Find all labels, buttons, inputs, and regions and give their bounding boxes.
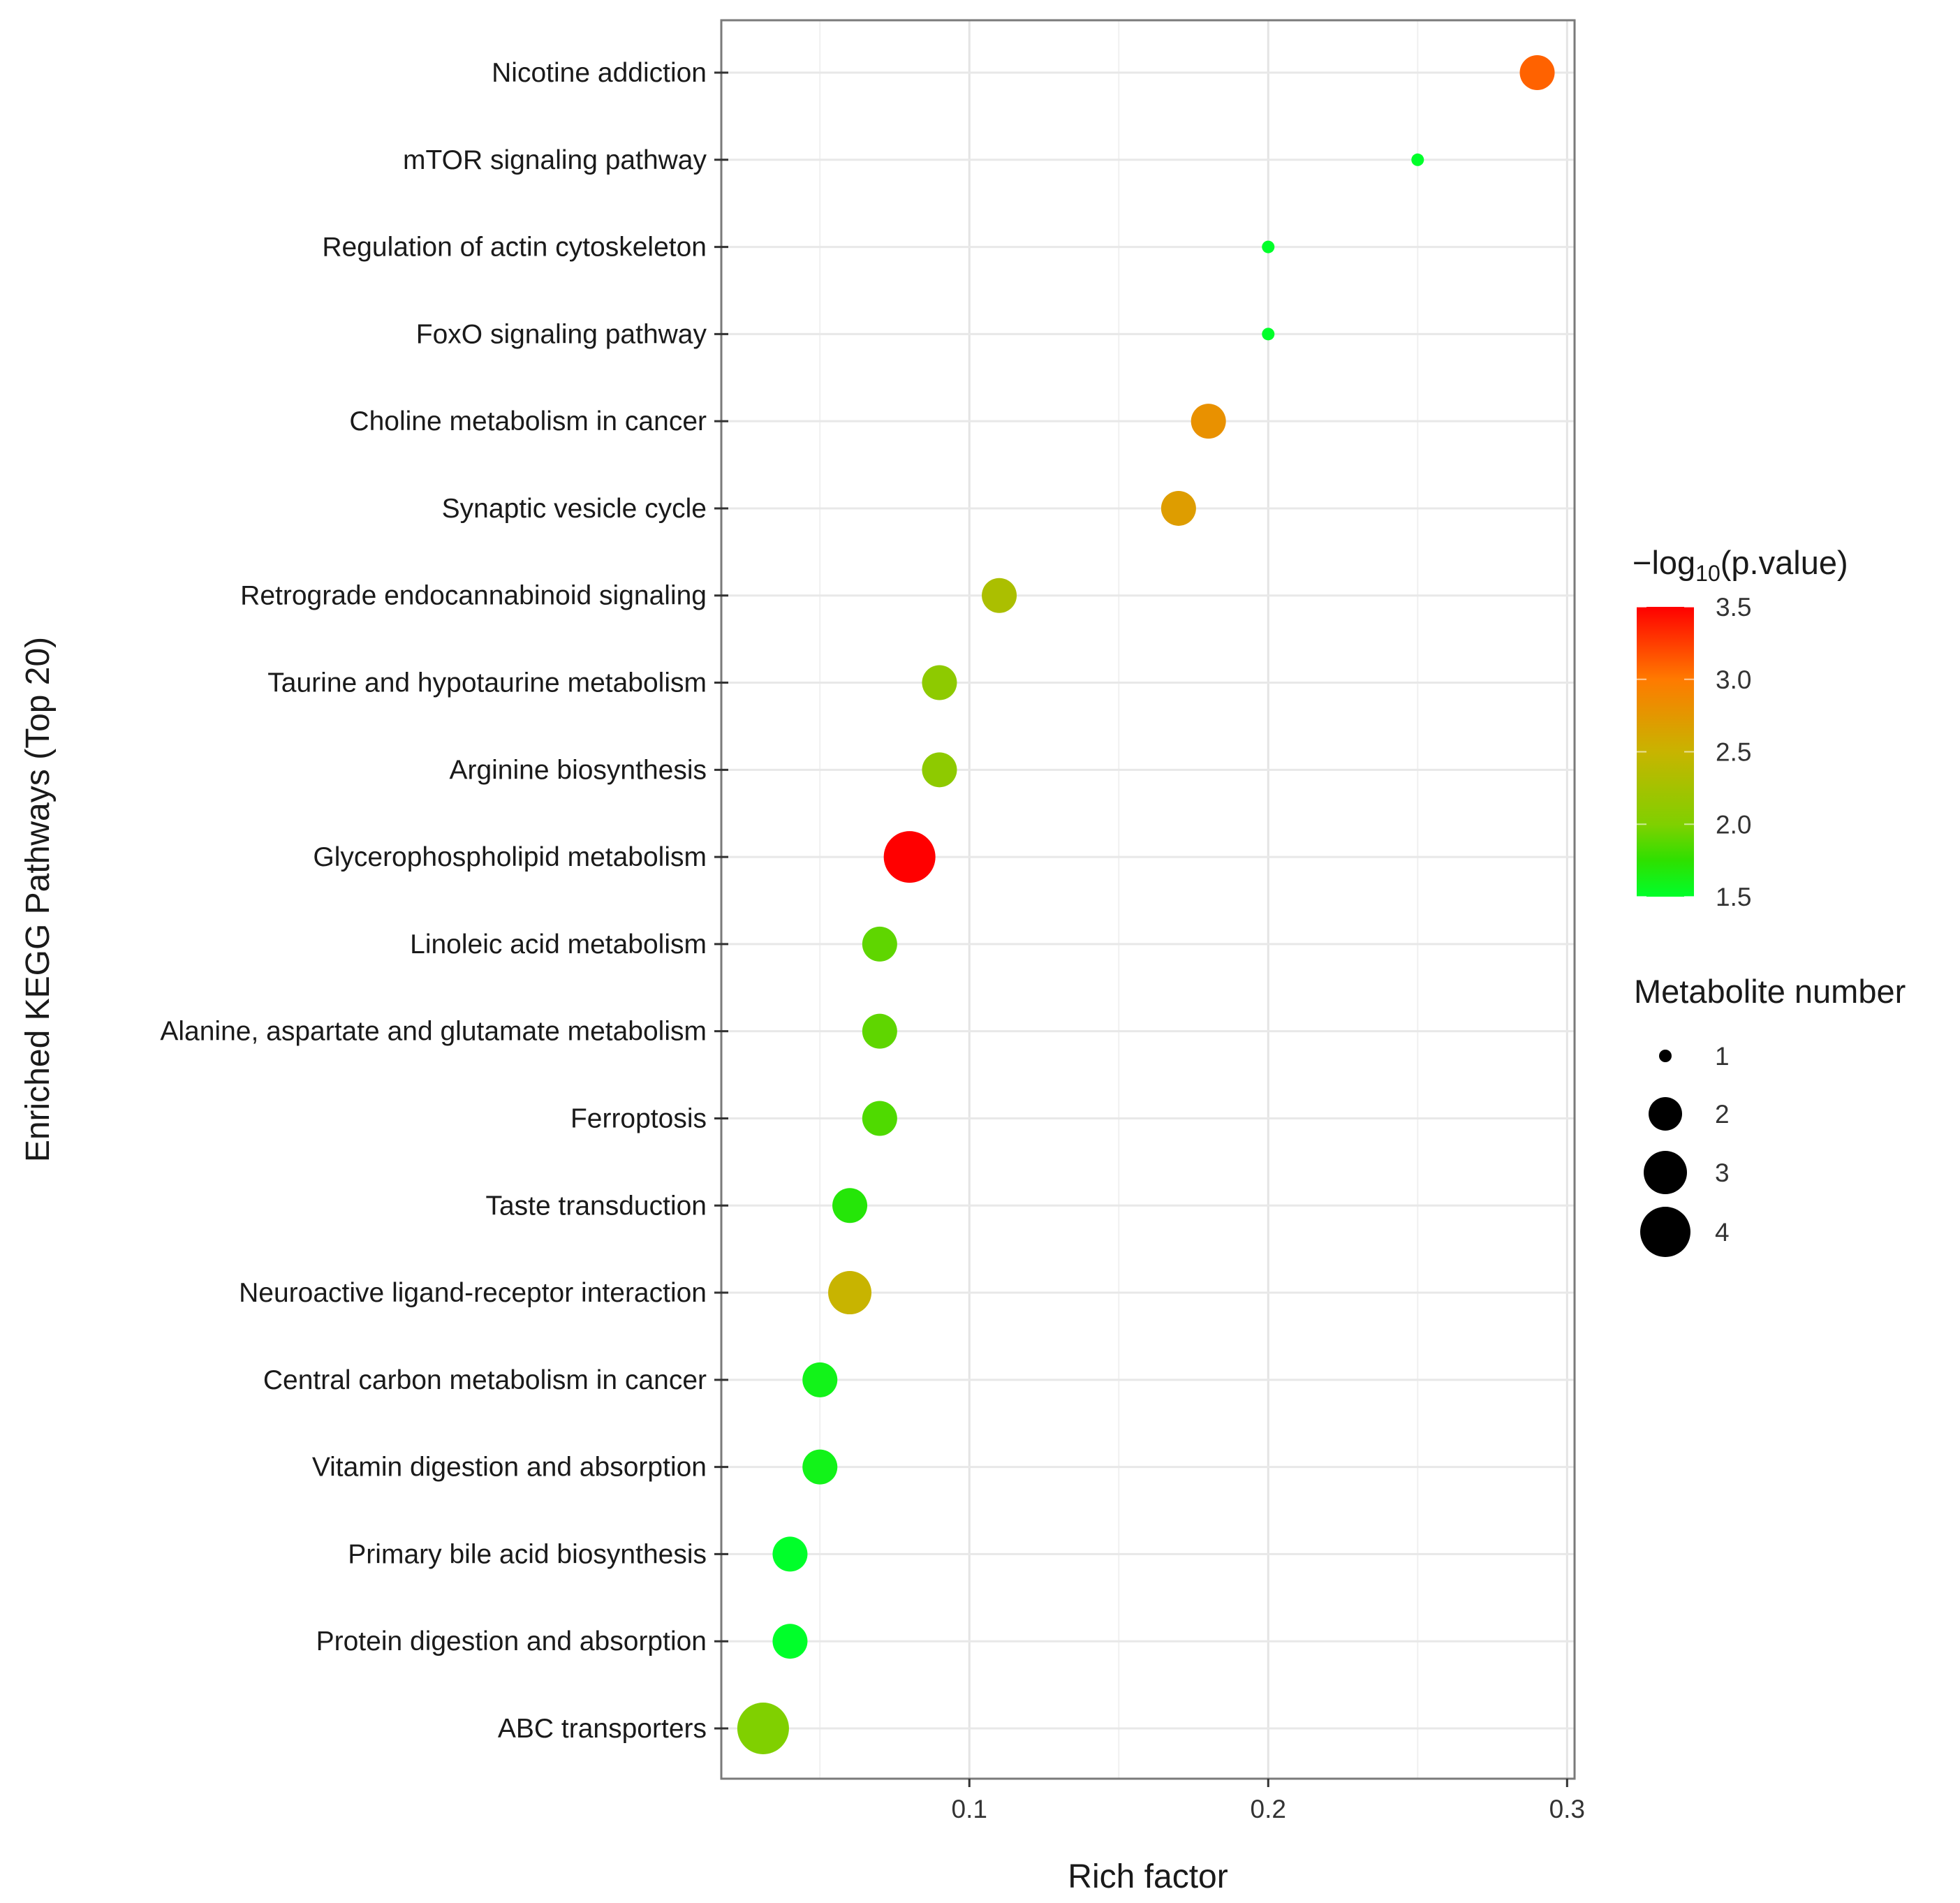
color-legend-label: 2.5 [1716,738,1751,767]
y-tick-label: Retrograde endocannabinoid signaling [240,581,707,611]
x-tick-label: 0.2 [1251,1795,1286,1823]
size-legend-title: Metabolite number [1634,973,1906,1010]
color-legend-title-prefix: −log [1633,544,1695,581]
data-points [737,55,1555,1754]
y-tick-label: Central carbon metabolism in cancer [263,1365,707,1395]
y-tick-label: Arginine biosynthesis [449,755,707,785]
y-tick-label: mTOR signaling pathway [403,145,707,175]
x-tick-label: 0.3 [1549,1795,1585,1823]
size-legend: Metabolite number 1 2 3 4 [1634,973,1906,1257]
y-tick-label: Regulation of actin cytoskeleton [322,233,707,263]
size-legend-dot [1659,1050,1672,1062]
y-axis-title: Enriched KEGG Pathways (Top 20) [20,637,57,1162]
y-tick-label: Linoleic acid metabolism [410,930,707,960]
bubble-point [802,1449,838,1485]
color-legend-label: 3.5 [1716,593,1751,622]
y-tick-label: Glycerophospholipid metabolism [313,842,707,872]
y-tick-label: Taurine and hypotaurine metabolism [267,668,707,698]
size-legend-dot [1640,1207,1690,1257]
y-tick-label: Alanine, aspartate and glutamate metabol… [160,1017,707,1047]
y-tick-label: Protein digestion and absorption [316,1626,707,1656]
size-legend-dot [1649,1097,1682,1131]
color-legend-label: 2.0 [1716,810,1751,839]
bubble-point [802,1362,838,1397]
y-tick-label: Neuroactive ligand-receptor interaction [239,1278,707,1308]
bubble-point [1160,490,1196,526]
y-tick-label: FoxO signaling pathway [416,319,707,349]
x-axis: 0.1 0.2 0.3 [952,1779,1585,1823]
y-tick-label: Nicotine addiction [492,58,707,88]
color-legend: −log10(p.value) 3.5 3.0 2.5 2.0 1.5 [1633,544,1848,911]
color-legend-label: 1.5 [1716,883,1751,911]
y-tick-label: Taste transduction [485,1191,707,1221]
size-legend-label: 3 [1715,1159,1730,1187]
color-legend-title-suffix: (p.value) [1720,544,1848,581]
color-legend-label: 3.0 [1716,666,1751,694]
y-tick-label: Vitamin digestion and absorption [312,1453,707,1483]
bubble-point [828,1271,872,1315]
bubble-point [1519,55,1555,90]
bubble-point [1411,153,1424,166]
bubble-point [832,1188,868,1224]
y-tick-label: Ferroptosis [570,1103,707,1133]
bubble-point [737,1703,789,1754]
bubble-point [862,926,897,962]
bubble-point [1191,404,1226,439]
bubble-point [772,1536,808,1572]
color-legend-title: −log10(p.value) [1633,544,1848,586]
bubble-point [1262,328,1275,341]
y-axis: Nicotine addiction mTOR signaling pathway… [160,58,728,1744]
bubble-point [862,1013,897,1049]
bubble-point [982,578,1017,613]
size-legend-label: 1 [1715,1042,1730,1071]
color-legend-title-subscript: 10 [1695,561,1720,586]
y-tick-label: Synaptic vesicle cycle [442,494,707,524]
y-tick-label: ABC transporters [498,1714,707,1744]
bubble-point [772,1624,808,1659]
bubble-point [883,831,936,883]
bubble-point [1262,240,1275,254]
y-tick-label: Choline metabolism in cancer [349,406,707,436]
x-tick-label: 0.1 [952,1795,987,1823]
bubble-point [862,1101,897,1136]
size-legend-label: 4 [1715,1218,1730,1247]
size-legend-label: 2 [1715,1100,1730,1129]
y-tick-label: Primary bile acid biosynthesis [348,1539,707,1569]
x-axis-title: Rich factor [1068,1858,1228,1895]
plot-panel-background [721,20,1575,1779]
grid-lines [721,20,1575,1779]
bubble-point [922,752,957,788]
plot-panel-border [720,19,1576,1780]
bubble-point [922,665,957,700]
size-legend-dot [1644,1151,1687,1194]
